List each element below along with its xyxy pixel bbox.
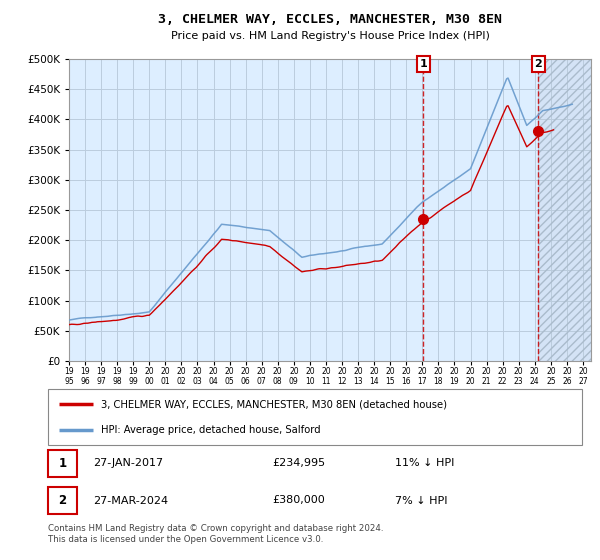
- Text: Price paid vs. HM Land Registry's House Price Index (HPI): Price paid vs. HM Land Registry's House …: [170, 31, 490, 41]
- Bar: [48, 487, 77, 514]
- Text: 7% ↓ HPI: 7% ↓ HPI: [395, 496, 448, 506]
- Text: 1: 1: [419, 59, 427, 69]
- Text: Contains HM Land Registry data © Crown copyright and database right 2024.
This d: Contains HM Land Registry data © Crown c…: [48, 524, 383, 544]
- Bar: [538, 59, 591, 361]
- Text: £234,995: £234,995: [272, 459, 325, 468]
- Text: 2: 2: [535, 59, 542, 69]
- Text: 3, CHELMER WAY, ECCLES, MANCHESTER, M30 8EN (detached house): 3, CHELMER WAY, ECCLES, MANCHESTER, M30 …: [101, 399, 448, 409]
- Text: 27-MAR-2024: 27-MAR-2024: [94, 496, 169, 506]
- Text: HPI: Average price, detached house, Salford: HPI: Average price, detached house, Salf…: [101, 425, 321, 435]
- Bar: [48, 450, 77, 477]
- Bar: [538, 59, 591, 361]
- Text: 3, CHELMER WAY, ECCLES, MANCHESTER, M30 8EN: 3, CHELMER WAY, ECCLES, MANCHESTER, M30 …: [158, 13, 502, 26]
- Text: 2: 2: [59, 494, 67, 507]
- Text: 27-JAN-2017: 27-JAN-2017: [94, 459, 164, 468]
- Bar: [538, 59, 591, 361]
- Text: 11% ↓ HPI: 11% ↓ HPI: [395, 459, 454, 468]
- Text: 1: 1: [59, 457, 67, 470]
- Text: £380,000: £380,000: [272, 496, 325, 506]
